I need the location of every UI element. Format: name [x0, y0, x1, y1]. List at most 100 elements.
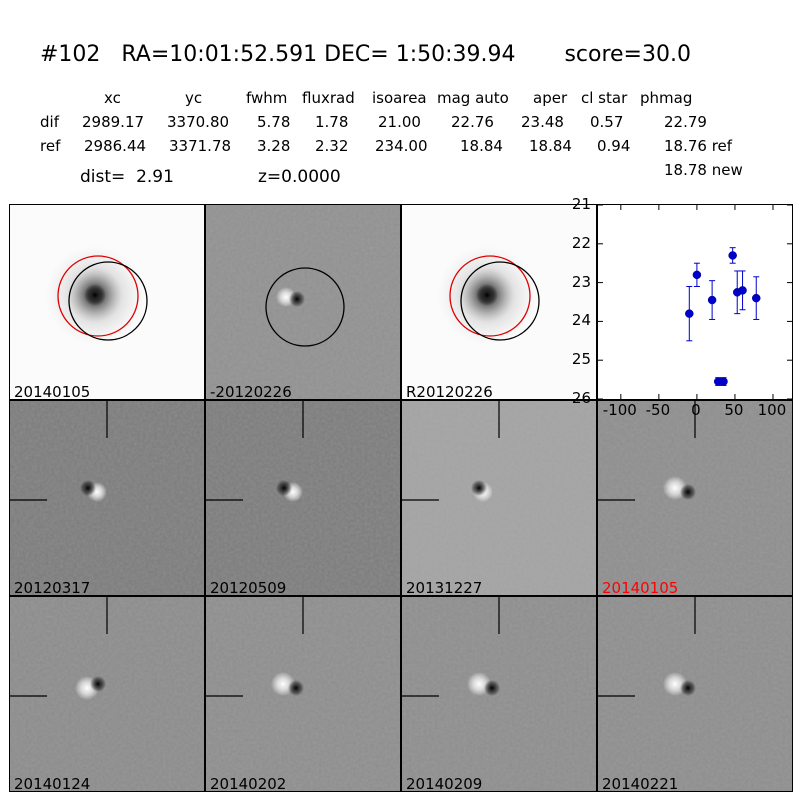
cell-dif-yc: 3370.80 — [167, 113, 230, 131]
light-curve-plot — [597, 204, 793, 400]
stamp-date-label: 20131227 — [406, 579, 483, 596]
negative-residual — [484, 680, 500, 696]
cell-ref-cl-star: 0.94 — [597, 137, 631, 155]
stamp-date-label: 20120509 — [210, 579, 287, 596]
cell-dif-isoarea: 21.00 — [378, 113, 421, 131]
reference-circle — [449, 255, 531, 337]
col-header-fluxrad: fluxrad — [302, 89, 355, 107]
stamp-frame — [597, 596, 793, 792]
col-header-cl-star: cl star — [581, 89, 628, 107]
col-header-yc: yc — [185, 89, 203, 107]
data-point — [751, 293, 761, 303]
stamp-image — [597, 596, 793, 792]
row-name-ref: ref — [40, 137, 61, 155]
y-tick-label: 22 — [571, 233, 591, 252]
stamp-frame — [401, 204, 597, 400]
cell-dif-aper: 23.48 — [521, 113, 564, 131]
light-curve-svg — [598, 204, 792, 400]
y-tick-label: 24 — [571, 311, 591, 330]
row-name-dif: dif — [40, 113, 59, 131]
reference-circle — [57, 255, 139, 337]
col-header-fwhm: fwhm — [246, 89, 288, 107]
col-header-phmag: phmag — [640, 89, 693, 107]
cell-dif-fluxrad: 1.78 — [315, 113, 349, 131]
stamp-date-label: 20140209 — [406, 775, 483, 792]
image-tile: 20140202 — [205, 596, 401, 792]
image-tile: 20140221 — [597, 596, 793, 792]
stamp-image — [9, 204, 205, 400]
stamp-image — [401, 596, 597, 792]
y-tick-label: 21 — [571, 195, 591, 213]
x-tick-label: -50 — [645, 401, 671, 419]
source-core — [476, 284, 498, 306]
stamp-date-label: 20140105 — [602, 579, 679, 596]
candidate-title: #102 RA=10:01:52.591 DEC= 1:50:39.94 sco… — [40, 42, 691, 67]
data-point — [685, 309, 694, 318]
stamp-date-label: 20140105 — [14, 383, 91, 400]
source-core — [84, 284, 106, 306]
col-header-mag-auto: mag auto — [437, 89, 509, 107]
stamp-image — [401, 400, 597, 596]
cell-ref-xc: 2986.44 — [84, 137, 147, 155]
negative-residual — [471, 480, 487, 496]
col-header-xc: xc — [104, 89, 121, 107]
stamp-image — [205, 400, 401, 596]
image-tile: 20131227 — [401, 400, 597, 596]
stamp-date-label: R20120226 — [406, 383, 493, 400]
stamp-image — [9, 596, 205, 792]
stamp-date-label: -20120226 — [210, 383, 292, 400]
negative-residual — [289, 291, 305, 307]
cell-ref-aper: 18.84 — [529, 137, 572, 155]
cell-dif-fwhm: 5.78 — [257, 113, 291, 131]
stamp-image — [205, 204, 401, 400]
detection-circle — [460, 261, 540, 341]
cell-dif-mag-auto: 22.76 — [451, 113, 494, 131]
stamp-frame — [401, 400, 597, 596]
cell-dif-phmag: 22.79 — [664, 113, 707, 131]
detection-circle — [265, 267, 345, 347]
negative-residual — [80, 480, 96, 496]
x-tick-label: 100 — [757, 401, 787, 419]
stamp-frame — [401, 596, 597, 792]
x-tick-label: -100 — [602, 401, 637, 419]
col-header-isoarea: isoarea — [372, 89, 427, 107]
image-tile: R20120226 — [401, 204, 597, 400]
negative-residual — [680, 680, 696, 696]
y-tick-label: 25 — [571, 350, 591, 369]
dist-text: dist= 2.91 — [80, 167, 174, 187]
data-point — [707, 295, 717, 305]
image-tile: 20120317 — [9, 400, 205, 596]
stamp-frame — [597, 400, 793, 596]
image-tile: 20140124 — [9, 596, 205, 792]
cell-ref-yc: 3371.78 — [169, 137, 232, 155]
stamp-frame — [9, 400, 205, 596]
negative-residual — [288, 680, 304, 696]
stamp-date-label: 20140221 — [602, 775, 679, 792]
image-tile: 20140105 — [9, 204, 205, 400]
col-header-aper: aper — [533, 89, 568, 107]
stamp-frame — [205, 596, 401, 792]
negative-residual — [90, 676, 106, 692]
y-tick-label: 23 — [571, 272, 591, 291]
image-tile: 20140105 — [597, 400, 793, 596]
stamp-frame — [9, 596, 205, 792]
stamp-image — [597, 400, 793, 596]
phmag-new: 18.78 new — [664, 161, 743, 179]
cell-dif-cl-star: 0.57 — [590, 113, 624, 131]
redshift-text: z=0.0000 — [258, 167, 341, 187]
data-point — [728, 251, 737, 260]
stamp-date-label: 20140124 — [14, 775, 91, 792]
image-tile: 20140209 — [401, 596, 597, 792]
y-tick-label: 26 — [571, 389, 591, 407]
negative-residual — [680, 484, 696, 500]
image-tile: 20120509 — [205, 400, 401, 596]
cell-ref-phmag: 18.76 ref — [664, 137, 733, 155]
stamp-frame — [205, 204, 401, 400]
detection-circle — [68, 261, 148, 341]
data-point — [692, 270, 702, 280]
cell-ref-isoarea: 234.00 — [375, 137, 428, 155]
data-point — [719, 377, 728, 386]
stamp-frame — [9, 204, 205, 400]
stamp-frame — [205, 400, 401, 596]
negative-residual — [276, 480, 292, 496]
